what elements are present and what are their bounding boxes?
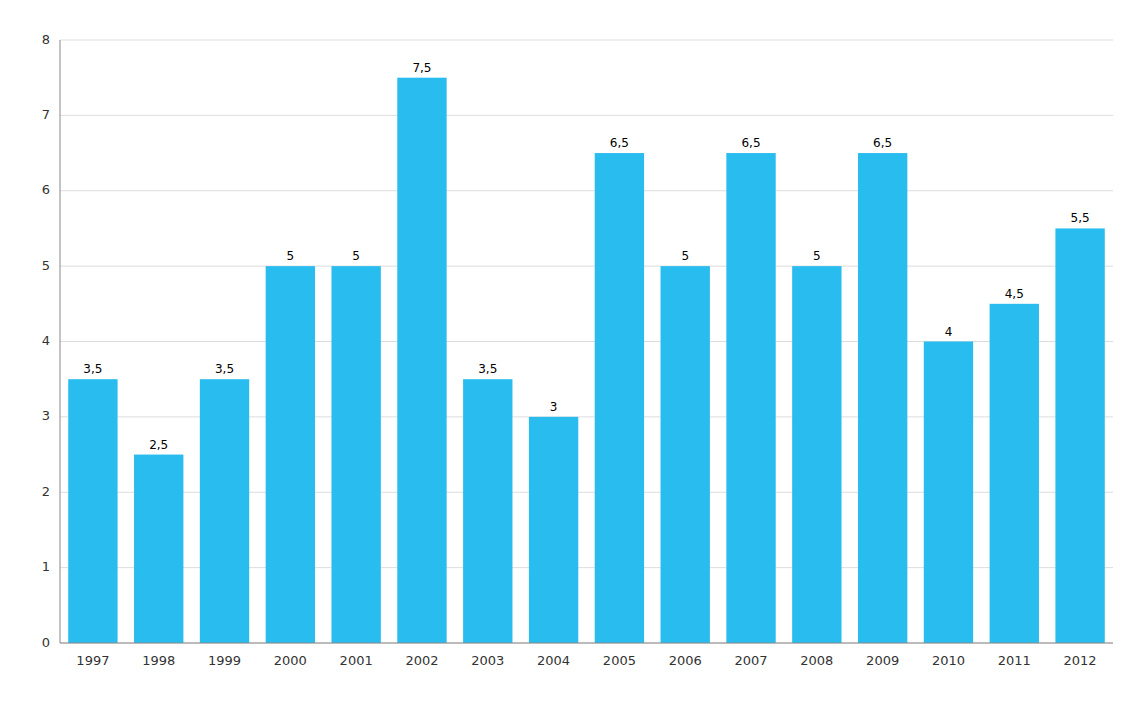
y-tick-label: 1 [42,559,50,574]
data-label: 2,5 [149,438,168,452]
y-tick-label: 8 [42,32,50,47]
bar [397,78,446,643]
y-tick-label: 0 [42,635,50,650]
x-tick-labels: 1997 1998 1999 2000 2001 2002 2003 2004 2005 2006… [76,653,1096,668]
x-tick-label: 2008 [800,653,833,668]
x-tick-label: 2004 [537,653,570,668]
grid-line [60,190,1113,191]
data-label: 6,5 [741,136,760,150]
bar [726,153,775,643]
bar [595,153,644,643]
bar [331,266,380,643]
bar [266,266,315,643]
y-tick-label: 4 [42,333,50,348]
data-label: 4,5 [1005,287,1024,301]
data-label: 4 [945,325,953,339]
x-tick-label: 2000 [274,653,307,668]
x-tick-label: 2006 [669,653,702,668]
x-tick-label: 1998 [142,653,175,668]
bar [134,455,183,643]
bar [463,379,512,643]
y-tick-label: 5 [42,258,50,273]
data-label: 3,5 [215,362,234,376]
bars [68,78,1105,643]
data-label: 5 [287,249,295,263]
grid-line [60,266,1113,267]
data-label: 3,5 [478,362,497,376]
bar [68,379,117,643]
data-label: 5,5 [1071,211,1090,225]
x-tick-label: 2007 [734,653,767,668]
x-tick-label: 2003 [471,653,504,668]
bar [990,304,1039,643]
data-label: 6,5 [873,136,892,150]
data-label: 6,5 [610,136,629,150]
x-tick-label: 2012 [1064,653,1097,668]
bar [661,266,710,643]
bar [858,153,907,643]
x-tick-label: 2001 [340,653,373,668]
y-tick-label: 3 [42,408,50,423]
page: {"chart_data": {"type": "bar", "categori… [0,0,1137,703]
data-label: 5 [681,249,689,263]
data-label: 5 [352,249,360,263]
data-label: 5 [813,249,821,263]
x-tick-label: 2005 [603,653,636,668]
x-tick-label: 2010 [932,653,965,668]
grid-line [60,643,1113,644]
bar [1055,228,1104,643]
bar [529,417,578,643]
data-label: 7,5 [412,61,431,75]
x-tick-label: 1997 [76,653,109,668]
bar [200,379,249,643]
chart-container: 0 1 2 3 4 5 6 7 8 1997 1998 1999 2000 2001 2002 2003 200… [0,0,1137,703]
x-tick-label: 1999 [208,653,241,668]
x-tick-label: 2002 [405,653,438,668]
y-tick-label: 2 [42,484,50,499]
bar [792,266,841,643]
chart-svg: 0 1 2 3 4 5 6 7 8 1997 1998 1999 2000 2001 2002 2003 200… [0,0,1137,703]
x-tick-label: 2011 [998,653,1031,668]
grid-line [60,115,1113,116]
x-tick-label: 2009 [866,653,899,668]
x-axis-line [60,643,1113,644]
y-grid [60,40,1113,643]
y-tick-label: 6 [42,182,50,197]
bar [924,342,973,644]
grid-line [60,40,1113,41]
data-label: 3 [550,400,558,414]
y-tick-label: 7 [42,107,50,122]
y-axis-line [60,40,61,643]
data-labels: 3,5 2,5 3,5 5 5 7,5 3,5 3 6,5 5 6,5 5 6,5 4 4,5 5,5 [83,61,1089,452]
data-label: 3,5 [83,362,102,376]
y-tick-labels: 0 1 2 3 4 5 6 7 8 [42,32,50,650]
